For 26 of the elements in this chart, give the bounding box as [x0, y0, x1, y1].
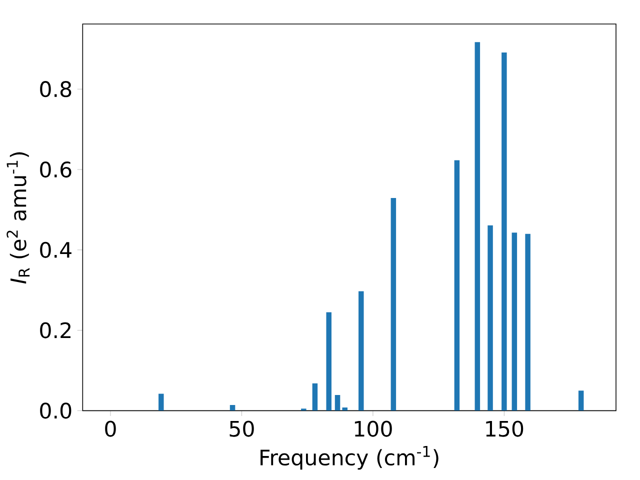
x-tick-label: 150 — [486, 420, 524, 437]
bar — [488, 225, 493, 411]
y-tick-label: 0.2 — [40, 322, 70, 338]
x-axis-title: Frequency (cm$^{-1}$) — [260, 446, 438, 470]
bar — [525, 234, 530, 411]
bar — [578, 390, 584, 411]
bar — [230, 405, 236, 411]
y-tick-label: 0.4 — [40, 242, 72, 258]
bar — [454, 160, 460, 411]
bar — [474, 42, 480, 411]
bar — [334, 394, 340, 411]
y-tick-label: 0.0 — [40, 402, 72, 419]
x-tick-label: 50 — [230, 420, 254, 437]
bar — [326, 312, 332, 411]
bar — [502, 52, 507, 411]
y-axis-title: I$_{R}$ (e$^{2}$ amu$^{-1}$) — [6, 152, 30, 284]
y-tick-label: 0.6 — [40, 161, 72, 178]
x-tick-label: 0 — [105, 420, 116, 437]
bar — [390, 198, 396, 411]
bar — [158, 394, 164, 411]
bar — [358, 291, 364, 411]
x-tick-label: 100 — [354, 420, 392, 437]
y-tick-label: 0.8 — [40, 81, 72, 98]
bar — [512, 232, 518, 411]
bar — [312, 383, 318, 411]
bar — [342, 407, 348, 411]
